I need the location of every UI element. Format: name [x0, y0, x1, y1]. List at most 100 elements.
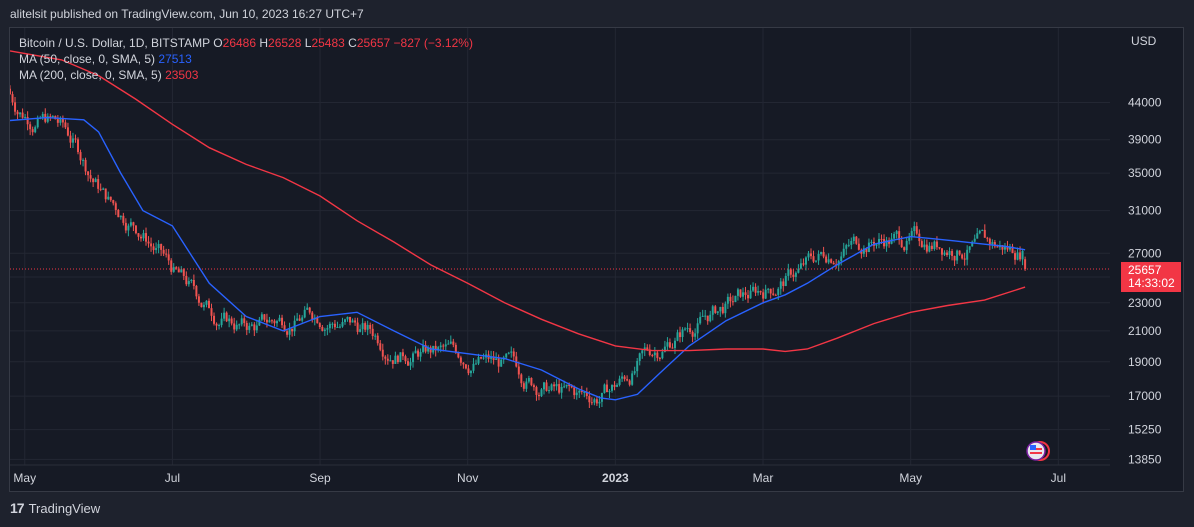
- candle-body: [842, 248, 845, 257]
- candle-body: [278, 317, 281, 322]
- candle-body: [482, 357, 485, 359]
- candle-body: [376, 335, 379, 344]
- chart-panel[interactable]: 1385015250170001900021000230002500027000…: [9, 27, 1184, 492]
- candle-body: [419, 352, 422, 357]
- candle-body: [769, 288, 772, 294]
- candle-body: [784, 275, 787, 287]
- candle-body: [862, 248, 865, 254]
- candle-body: [658, 357, 661, 359]
- candle-body: [323, 329, 326, 331]
- candle-body: [621, 376, 624, 379]
- candle-body: [459, 357, 462, 363]
- candle-body: [1019, 252, 1022, 260]
- candle-body: [626, 379, 629, 381]
- candle-body: [578, 390, 581, 393]
- candle-body: [1014, 253, 1017, 260]
- candle-body: [525, 381, 528, 389]
- ohlc-row: Bitcoin / U.S. Dollar, 1D, BITSTAMP O264…: [19, 35, 473, 51]
- candle-body: [369, 324, 372, 329]
- candle-body: [963, 258, 966, 260]
- candle-body: [772, 293, 775, 295]
- candle-body: [668, 342, 671, 348]
- candle-body: [61, 118, 64, 123]
- footer-brand[interactable]: TradingView: [28, 500, 101, 516]
- candle-body: [170, 260, 173, 272]
- candle-body: [129, 222, 132, 226]
- candle-body: [258, 319, 261, 326]
- candle-body: [109, 196, 112, 201]
- candle-body: [296, 318, 299, 321]
- candle-body: [532, 385, 535, 388]
- symbol-title[interactable]: Bitcoin / U.S. Dollar, 1D, BITSTAMP: [19, 36, 210, 50]
- candle-body: [26, 116, 29, 125]
- candle-body: [29, 124, 32, 130]
- candle-body: [150, 243, 153, 247]
- candle-body: [588, 396, 591, 403]
- candle-body: [424, 344, 427, 352]
- candle-body: [490, 356, 493, 359]
- candle-body: [351, 320, 354, 323]
- time-tick-label: Mar: [753, 471, 774, 485]
- candle-body: [379, 343, 382, 350]
- price-tick-label: 13850: [1128, 452, 1162, 466]
- candle-body: [570, 386, 573, 388]
- candle-body: [162, 249, 165, 254]
- candle-body: [134, 225, 137, 234]
- candle-body: [711, 306, 714, 315]
- candle-body: [56, 119, 59, 123]
- candle-body: [79, 152, 82, 161]
- candle-body: [74, 138, 77, 140]
- candle-body: [505, 353, 508, 358]
- candle-body: [648, 349, 651, 356]
- bar-countdown: 14:33:02: [1128, 276, 1175, 290]
- candle-body: [384, 356, 387, 359]
- candle-body: [449, 341, 452, 344]
- candle-body: [847, 244, 850, 246]
- candle-body: [361, 323, 364, 330]
- candle-body: [666, 342, 669, 347]
- candle-body: [477, 357, 480, 364]
- candle-body: [852, 236, 855, 241]
- ma50-row[interactable]: MA (50, close, 0, SMA, 5) 27513: [19, 51, 473, 67]
- high-value: 26528: [268, 36, 302, 50]
- publish-caption: alitelsit published on TradingView.com, …: [10, 7, 364, 21]
- candle-body: [36, 118, 39, 128]
- candle-body: [512, 351, 515, 357]
- candle-body: [739, 289, 742, 297]
- candle-body: [930, 245, 933, 249]
- candle-body: [573, 387, 576, 396]
- candle-body: [230, 318, 233, 324]
- candle-body: [935, 241, 938, 248]
- candle-body: [689, 328, 692, 332]
- candle-body: [270, 320, 273, 322]
- candle-body: [21, 112, 24, 118]
- candle-body: [172, 267, 175, 272]
- candle-body: [404, 356, 407, 362]
- candle-body: [940, 248, 943, 255]
- candle-body: [359, 329, 362, 332]
- candle-body: [913, 226, 916, 232]
- price-chart[interactable]: 1385015250170001900021000230002500027000…: [10, 28, 1184, 492]
- tradingview-logo-icon[interactable]: 17: [10, 500, 25, 516]
- candle-body: [321, 326, 324, 331]
- candle-body: [646, 347, 649, 350]
- candle-body: [527, 378, 530, 382]
- candle-body: [273, 320, 276, 324]
- price-tick-label: 19000: [1128, 355, 1162, 369]
- candle-body: [681, 329, 684, 338]
- candle-body: [676, 332, 679, 341]
- candle-body: [792, 274, 795, 277]
- footer: 17 TradingView: [10, 500, 100, 516]
- ma200-row[interactable]: MA (200, close, 0, SMA, 5) 23503: [19, 67, 473, 83]
- candle-body: [409, 362, 412, 366]
- candle-body: [205, 300, 208, 305]
- candle-body: [354, 320, 357, 323]
- us-flag-icon[interactable]: [1024, 440, 1052, 462]
- currency-label[interactable]: USD: [1131, 34, 1157, 48]
- candle-body: [779, 281, 782, 289]
- candle-body: [328, 323, 331, 329]
- candle-body: [192, 280, 195, 286]
- candle-body: [286, 331, 289, 335]
- candle-body: [956, 250, 959, 261]
- candle-body: [809, 253, 812, 257]
